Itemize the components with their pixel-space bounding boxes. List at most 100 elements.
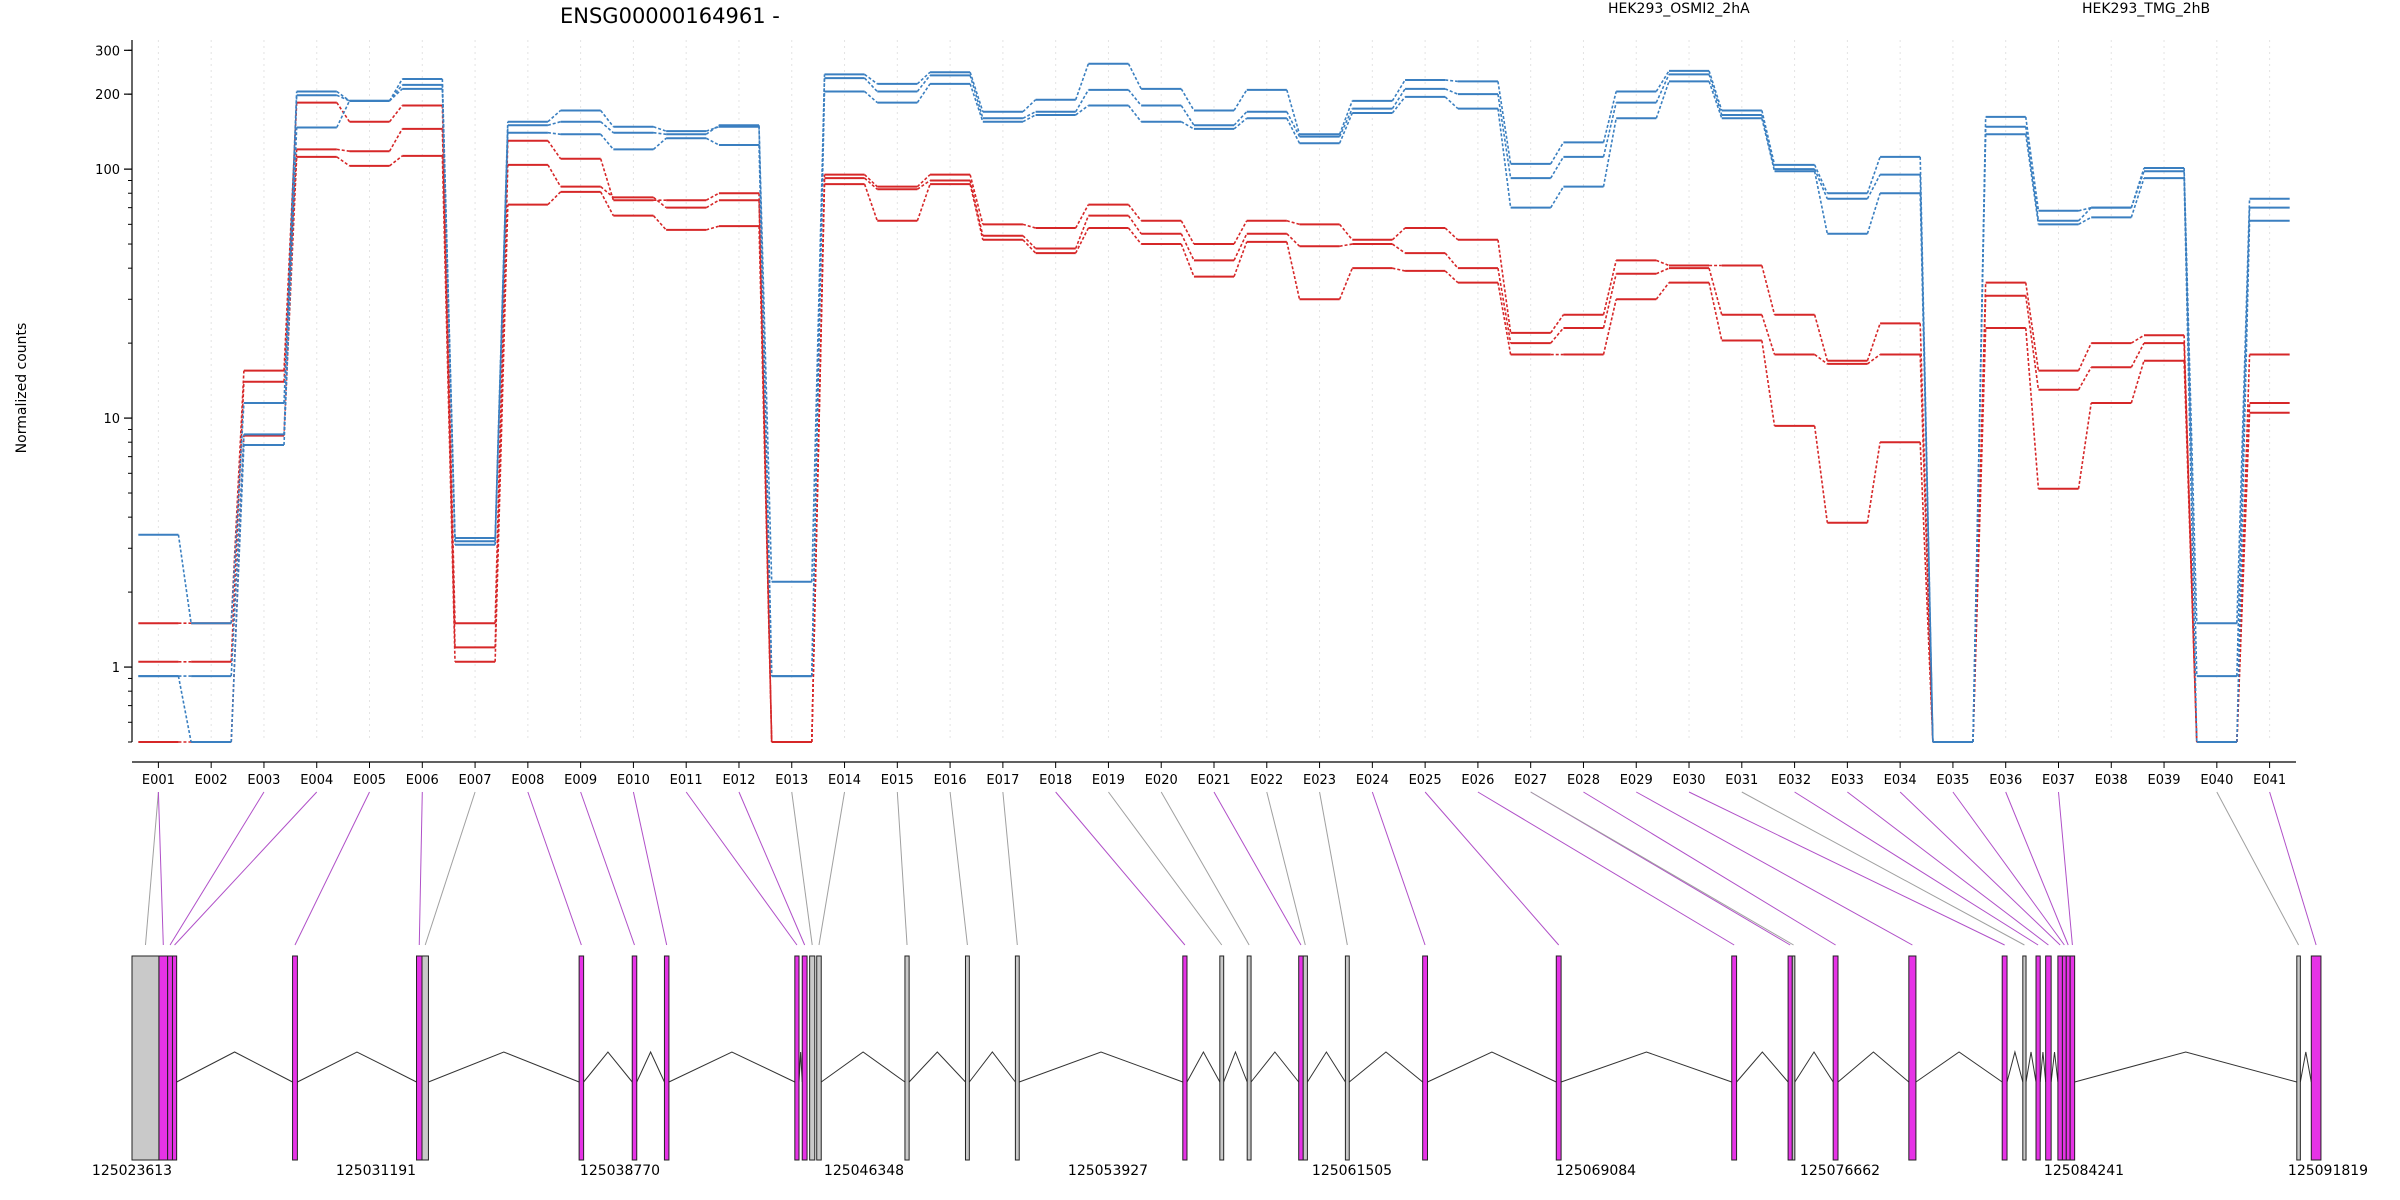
exon-block-5 bbox=[292, 955, 298, 1161]
exon-block-6 bbox=[416, 955, 423, 1161]
series-5-connector-38 bbox=[2130, 171, 2145, 208]
series-5-connector-11 bbox=[705, 124, 720, 135]
exon-label-e033: E033 bbox=[1831, 773, 1864, 788]
series-6-connector-2 bbox=[230, 444, 245, 743]
series-3-connector-35 bbox=[1972, 327, 1987, 743]
exon-block-15 bbox=[904, 955, 910, 1161]
exon-block-10 bbox=[663, 955, 670, 1161]
exon-block-2 bbox=[158, 955, 169, 1161]
series-5-connector-19 bbox=[1127, 89, 1142, 107]
exon-block-29 bbox=[1832, 955, 1839, 1161]
series-6-connector-32 bbox=[1813, 171, 1829, 234]
series-3-connector-36 bbox=[2024, 327, 2040, 489]
y-tick-label-1: 1 bbox=[112, 661, 120, 676]
series-6 bbox=[138, 80, 2290, 743]
series-6-connector-22 bbox=[1286, 117, 1301, 144]
series-2-connector-36 bbox=[2024, 295, 2040, 390]
series-4-connector-17 bbox=[1022, 99, 1037, 113]
series-1-connector-15 bbox=[916, 174, 931, 188]
exon-block-16 bbox=[964, 955, 970, 1161]
series-1-connector-29 bbox=[1655, 259, 1670, 267]
series-5-connector-17 bbox=[1022, 111, 1036, 119]
intron-38 bbox=[2074, 1051, 2297, 1083]
series-5-connector-29 bbox=[1655, 74, 1670, 103]
connector-4 bbox=[174, 791, 318, 946]
series-1-connector-37 bbox=[2077, 342, 2092, 372]
series-3-connector-14 bbox=[863, 183, 879, 222]
connector-24 bbox=[1371, 791, 1426, 946]
exon-label-e003: E003 bbox=[247, 773, 280, 788]
exon-label-e015: E015 bbox=[881, 773, 914, 788]
series-6-connector-6 bbox=[441, 88, 456, 545]
series-6-connector-18 bbox=[1075, 104, 1089, 116]
intron-25 bbox=[1560, 1051, 1732, 1083]
exon-block-7 bbox=[421, 955, 429, 1161]
series-3-connector-33 bbox=[1866, 442, 1881, 523]
series-6-connector-25 bbox=[1444, 96, 1459, 110]
exon-label-e005: E005 bbox=[353, 773, 386, 788]
exon-block-8 bbox=[578, 955, 585, 1161]
series-5-connector-4 bbox=[336, 94, 350, 102]
exon-block-38 bbox=[2069, 955, 2076, 1161]
series-2-connector-18 bbox=[1074, 215, 1090, 249]
series-1-connector-23 bbox=[1338, 223, 1353, 241]
exon-block-39 bbox=[2296, 955, 2301, 1161]
series-2-connector-31 bbox=[1761, 314, 1776, 355]
series-6-connector-21 bbox=[1233, 117, 1248, 130]
series-5-connector-26 bbox=[1497, 94, 1512, 179]
exon-label-e011: E011 bbox=[670, 773, 703, 788]
series-5-connector-37 bbox=[2077, 207, 2092, 222]
series-3-connector-5 bbox=[389, 155, 403, 167]
series-2-connector-10 bbox=[652, 196, 667, 209]
series-6-connector-34 bbox=[1919, 193, 1934, 743]
exon-label-e004: E004 bbox=[300, 773, 333, 788]
series-5-connector-16 bbox=[969, 75, 984, 119]
connector-39 bbox=[2216, 791, 2300, 946]
connector-9 bbox=[580, 791, 635, 946]
coordinate-label-7: 125069084 bbox=[1556, 1163, 1636, 1179]
intron-30 bbox=[1915, 1051, 2003, 1083]
series-6-connector-38 bbox=[2130, 177, 2145, 218]
series-5-connector-39 bbox=[2183, 171, 2198, 677]
coordinate-label-10: 125091819 bbox=[2288, 1163, 2368, 1179]
series-1-connector-27 bbox=[1550, 314, 1565, 334]
connector-11 bbox=[685, 791, 798, 946]
exon-label-e032: E032 bbox=[1778, 773, 1811, 788]
exon-label-e036: E036 bbox=[1989, 773, 2022, 788]
connector-22 bbox=[1266, 791, 1306, 946]
coordinate-label-1: 125023613 bbox=[92, 1163, 172, 1179]
series-6-connector-29 bbox=[1655, 81, 1670, 119]
series-3-connector-26 bbox=[1497, 282, 1512, 355]
connector-18 bbox=[1055, 791, 1186, 946]
series-3-connector-15 bbox=[916, 183, 931, 222]
exon-block-34 bbox=[2045, 955, 2052, 1161]
series-6-connector-23 bbox=[1338, 112, 1354, 144]
series-4-connector-20 bbox=[1180, 88, 1195, 111]
series-4-connector-24 bbox=[1391, 79, 1406, 102]
series-4-connector-23 bbox=[1338, 100, 1354, 135]
series-6-connector-24 bbox=[1391, 96, 1406, 114]
series-4-connector-1 bbox=[177, 534, 192, 624]
connector-1 bbox=[144, 791, 159, 946]
exon-block-26 bbox=[1731, 955, 1738, 1161]
exon-block-31 bbox=[2001, 955, 2008, 1161]
intron-32 bbox=[2025, 1051, 2037, 1083]
series-3-connector-38 bbox=[2130, 360, 2145, 404]
intron-29 bbox=[1837, 1051, 1910, 1083]
exon-label-e040: E040 bbox=[2200, 773, 2233, 788]
series-1-connector-38 bbox=[2130, 334, 2145, 344]
exon-block-1 bbox=[131, 955, 160, 1161]
legend-entry-tmg: HEK293_TMG_2hB bbox=[2082, 1, 2210, 17]
series-4-connector-25 bbox=[1445, 79, 1458, 83]
series-4-connector-18 bbox=[1074, 63, 1090, 100]
series-3-connector-9 bbox=[599, 191, 615, 217]
connector-38 bbox=[2057, 791, 2073, 946]
exon-connectors bbox=[144, 791, 2317, 946]
axes: 1 10 100 200 300 E001 E002 E003 E004 E005 E006 E007… bbox=[95, 40, 2296, 788]
series-3-connector-12 bbox=[758, 226, 773, 743]
coordinate-label-3: 125038770 bbox=[580, 1163, 660, 1179]
series-6-connector-31 bbox=[1761, 118, 1776, 172]
series-2-connector-8 bbox=[547, 164, 562, 188]
connector-21 bbox=[1213, 791, 1302, 946]
